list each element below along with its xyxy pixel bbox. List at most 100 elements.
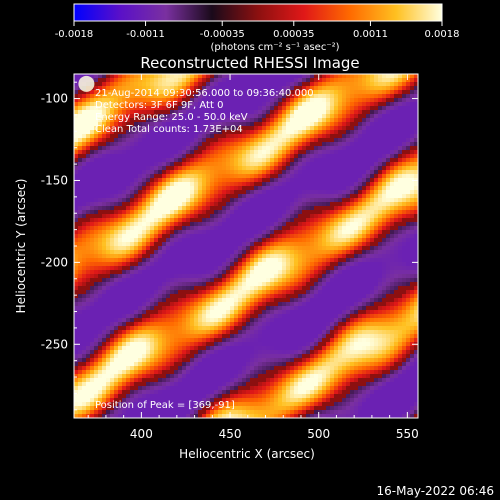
heatmap-cell — [134, 122, 139, 127]
heatmap-cell — [102, 302, 107, 307]
heatmap-cell — [298, 202, 303, 207]
heatmap-cell — [146, 82, 151, 87]
heatmap-cell — [186, 202, 191, 207]
heatmap-cell — [166, 182, 171, 187]
heatmap-cell — [282, 226, 287, 231]
heatmap-cell — [110, 218, 115, 223]
heatmap-cell — [166, 98, 171, 103]
heatmap-cell — [94, 130, 99, 135]
heatmap-cell — [102, 258, 107, 263]
heatmap-cell — [338, 238, 343, 243]
heatmap-cell — [334, 258, 339, 263]
heatmap-cell — [242, 230, 247, 235]
heatmap-cell — [266, 286, 271, 291]
heatmap-cell — [202, 214, 207, 219]
heatmap-cell — [286, 158, 291, 163]
heatmap-cell — [230, 294, 235, 299]
heatmap-cell — [250, 210, 255, 215]
heatmap-cell — [190, 282, 195, 287]
heatmap-cell — [294, 142, 299, 147]
heatmap-cell — [394, 138, 399, 143]
heatmap-cell — [326, 206, 331, 211]
heatmap-cell — [322, 98, 327, 103]
heatmap-cell — [378, 74, 383, 79]
heatmap-cell — [310, 278, 315, 283]
heatmap-cell — [278, 82, 283, 87]
heatmap-cell — [362, 278, 367, 283]
heatmap-cell — [134, 218, 139, 223]
heatmap-cell — [94, 270, 99, 275]
heatmap-cell — [286, 266, 291, 271]
heatmap-cell — [190, 242, 195, 247]
heatmap-cell — [374, 222, 379, 227]
heatmap-cell — [366, 138, 371, 143]
heatmap-cell — [338, 222, 343, 227]
heatmap-cell — [162, 214, 167, 219]
heatmap-cell — [154, 110, 159, 115]
heatmap-cell — [282, 182, 287, 187]
heatmap-cell — [362, 250, 367, 255]
heatmap-cell — [270, 302, 275, 307]
heatmap-cell — [390, 286, 395, 291]
heatmap-cell — [374, 118, 379, 123]
heatmap-cell — [106, 226, 111, 231]
heatmap-cell — [414, 94, 418, 99]
heatmap-cell — [378, 214, 383, 219]
heatmap-cell — [254, 218, 259, 223]
heatmap-cell — [334, 186, 339, 191]
heatmap-cell — [394, 166, 399, 171]
heatmap-cell — [330, 98, 335, 103]
heatmap-cell — [162, 146, 167, 151]
heatmap-cell — [298, 86, 303, 91]
heatmap-cell — [118, 146, 123, 151]
heatmap-cell — [234, 130, 239, 135]
heatmap-cell — [354, 146, 359, 151]
heatmap-cell — [238, 74, 243, 79]
heatmap-cell — [258, 110, 263, 115]
heatmap-cell — [86, 162, 91, 167]
heatmap-cell — [206, 158, 211, 163]
heatmap-cell — [98, 270, 103, 275]
heatmap-cell — [250, 274, 255, 279]
heatmap-cell — [150, 134, 155, 139]
heatmap-cell — [102, 98, 107, 103]
heatmap-cell — [146, 242, 151, 247]
heatmap-cell — [402, 154, 407, 159]
heatmap-cell — [390, 206, 395, 211]
heatmap-cell — [182, 178, 187, 183]
heatmap-cell — [406, 294, 411, 299]
heatmap-cell — [298, 266, 303, 271]
heatmap-cell — [78, 278, 83, 283]
heatmap-cell — [130, 290, 135, 295]
heatmap-cell — [386, 290, 391, 295]
heatmap-cell — [326, 90, 331, 95]
heatmap-cell — [394, 114, 399, 119]
heatmap-cell — [146, 214, 151, 219]
heatmap-cell — [250, 150, 255, 155]
heatmap-cell — [162, 142, 167, 147]
heatmap-cell — [138, 154, 143, 159]
heatmap-cell — [306, 250, 311, 255]
heatmap-cell — [390, 174, 395, 179]
heatmap-cell — [90, 74, 95, 79]
heatmap-cell — [218, 206, 223, 211]
heatmap-cell — [74, 94, 79, 99]
heatmap-cell — [202, 226, 207, 231]
heatmap-cell — [94, 162, 99, 167]
heatmap-cell — [294, 190, 299, 195]
heatmap-cell — [202, 270, 207, 275]
heatmap-cell — [290, 246, 295, 251]
heatmap-cell — [294, 182, 299, 187]
heatmap-cell — [202, 258, 207, 263]
heatmap-cell — [262, 122, 267, 127]
heatmap-cell — [158, 270, 163, 275]
heatmap-cell — [186, 122, 191, 127]
heatmap-cell — [106, 218, 111, 223]
heatmap-cell — [154, 266, 159, 271]
heatmap-cell — [86, 198, 91, 203]
heatmap-cell — [350, 150, 355, 155]
heatmap-cell — [370, 222, 375, 227]
heatmap-cell — [290, 82, 295, 87]
heatmap-cell — [334, 230, 339, 235]
heatmap-cell — [354, 290, 359, 295]
